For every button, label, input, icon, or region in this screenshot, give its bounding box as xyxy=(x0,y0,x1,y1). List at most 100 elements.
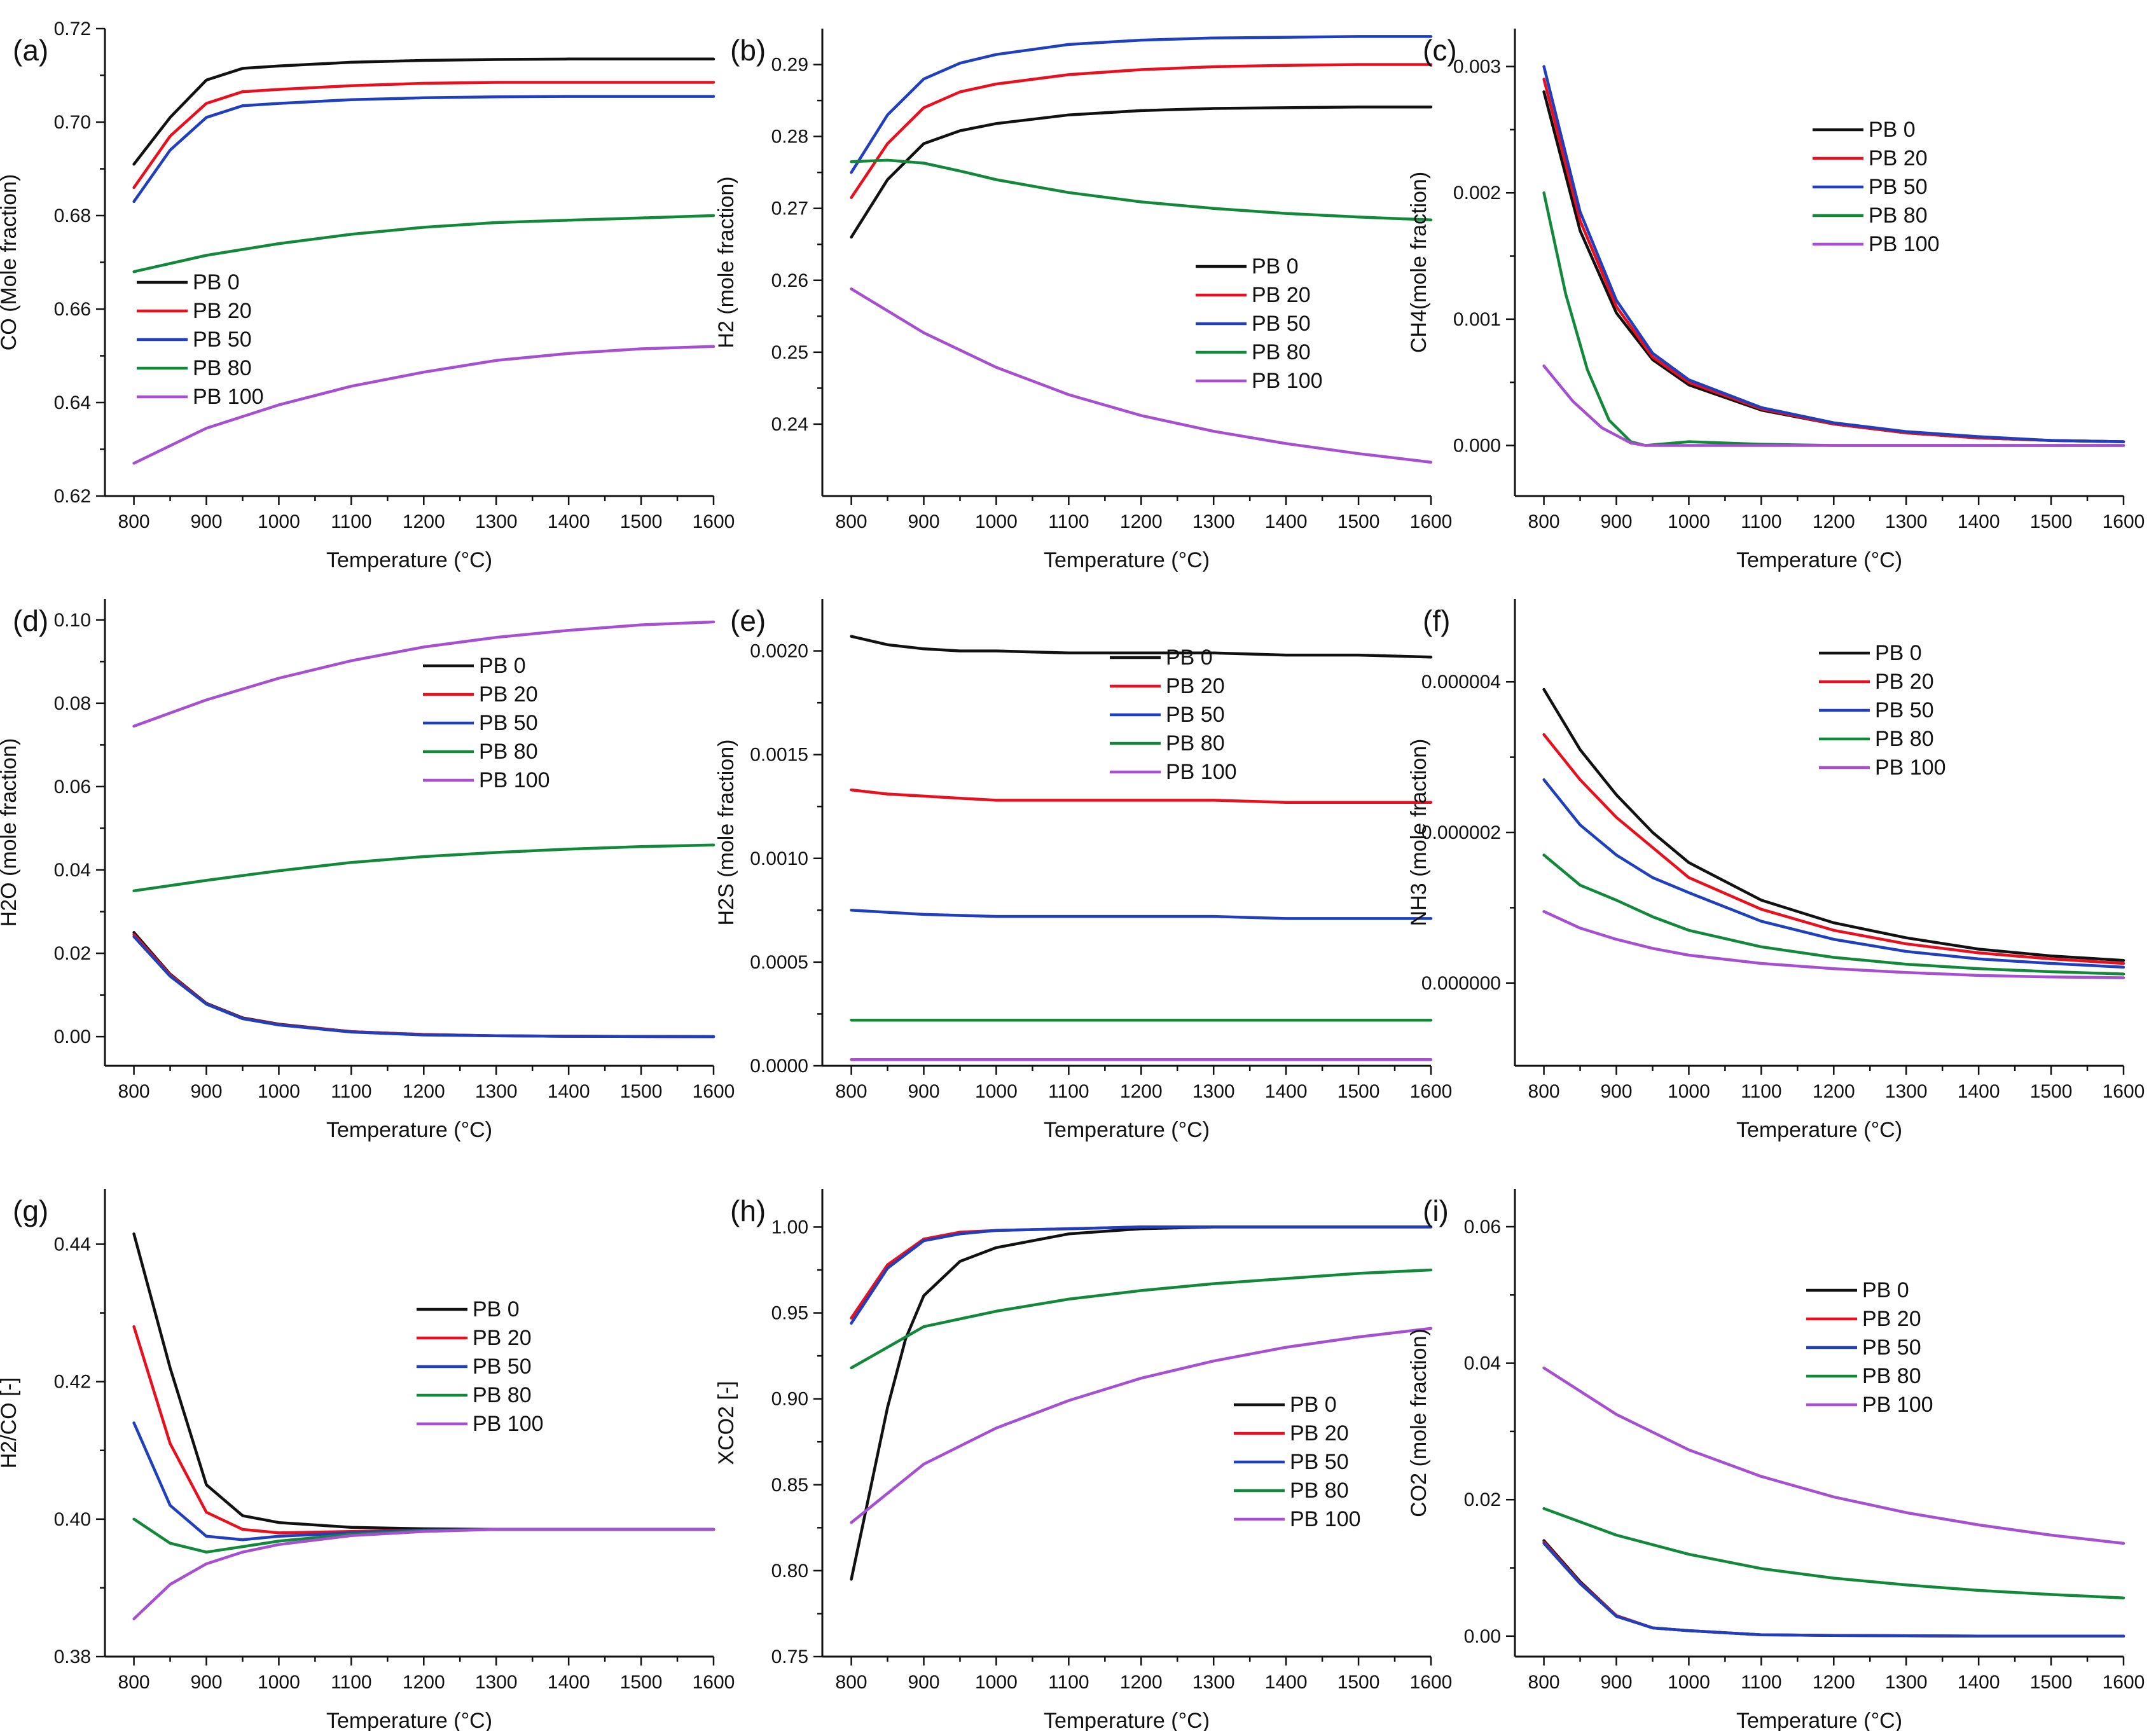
x-tick-label: 1200 xyxy=(1120,511,1163,532)
legend-label-pb-80: PB 80 xyxy=(1862,1364,1921,1388)
series-line-pb-50 xyxy=(132,95,715,203)
y-tick-label: 0.06 xyxy=(1464,1217,1501,1238)
legend-label-pb-0: PB 0 xyxy=(1862,1278,1909,1302)
x-tick-label: 1600 xyxy=(1410,511,1453,532)
series-line-pb-20 xyxy=(132,933,715,1038)
x-tick-label: 1200 xyxy=(1813,1672,1855,1693)
series-line-pb-100 xyxy=(132,620,715,728)
x-tick-label: 800 xyxy=(836,1081,867,1102)
legend-label-pb-100: PB 100 xyxy=(1869,232,1940,256)
chart-panel: 800 900 1000 1100 1200 1300 1400 1500 1600 0.38 0.… xyxy=(0,1189,735,1731)
y-tick-label: 0.000004 xyxy=(1421,672,1501,693)
x-axis-title: Temperature (°C) xyxy=(326,1709,492,1731)
chart-panel: 800 900 1000 1100 1200 1300 1400 1500 1600 0.00 0.… xyxy=(0,599,735,1142)
legend-label-pb-50: PB 50 xyxy=(1252,312,1311,336)
series-line-pb-0 xyxy=(132,57,715,166)
y-tick-label: 0.24 xyxy=(771,414,808,435)
series-line-pb-80 xyxy=(850,158,1433,222)
y-tick-label: 0.62 xyxy=(54,486,91,507)
panel-label: (b) xyxy=(730,34,766,67)
legend-label-pb-50: PB 50 xyxy=(1862,1335,1921,1360)
series-line-pb-100 xyxy=(850,1327,1433,1524)
x-tick-label: 1600 xyxy=(2103,1081,2145,1102)
legend-label-pb-0: PB 0 xyxy=(193,270,240,294)
legend-label-pb-20: PB 20 xyxy=(473,1326,532,1350)
legend-label-pb-20: PB 20 xyxy=(193,299,252,323)
x-tick-label: 1500 xyxy=(2030,1081,2073,1102)
y-tick-label: 0.00 xyxy=(54,1026,91,1047)
chart-panel: 800 900 1000 1100 1200 1300 1400 1500 1600 0.0000… xyxy=(1407,599,2145,1142)
legend-label-pb-50: PB 50 xyxy=(1290,1450,1349,1474)
x-tick-label: 1600 xyxy=(2103,1672,2145,1693)
series-line-pb-20 xyxy=(1542,78,2125,443)
x-tick-label: 900 xyxy=(190,1081,222,1102)
series-line-pb-20 xyxy=(132,81,715,190)
series-line-pb-100 xyxy=(1542,910,2125,979)
x-tick-label: 1100 xyxy=(1741,511,1782,532)
y-tick-label: 0.68 xyxy=(54,205,91,226)
y-tick-label: 0.66 xyxy=(54,299,91,320)
legend-label-pb-100: PB 100 xyxy=(1862,1393,1933,1417)
x-tick-label: 1400 xyxy=(548,1081,590,1102)
x-tick-label: 1400 xyxy=(1958,1081,2000,1102)
legend-label-pb-50: PB 50 xyxy=(193,328,252,352)
x-tick-label: 1200 xyxy=(403,1672,445,1693)
chart-panel: 800 900 1000 1100 1200 1300 1400 1500 1600 0.00 0.… xyxy=(1407,1189,2145,1731)
x-tick-label: 900 xyxy=(908,1081,939,1102)
x-axis-title: Temperature (°C) xyxy=(1044,1709,1210,1731)
x-tick-label: 1000 xyxy=(975,511,1018,532)
legend-label-pb-20: PB 20 xyxy=(1252,283,1311,307)
series-line-pb-0 xyxy=(1542,687,2125,962)
x-tick-label: 1400 xyxy=(1958,1672,2000,1693)
x-tick-label: 900 xyxy=(190,1672,222,1693)
x-tick-label: 1000 xyxy=(975,1672,1018,1693)
x-axis-title: Temperature (°C) xyxy=(1044,548,1210,572)
legend-label-pb-50: PB 50 xyxy=(1875,698,1934,722)
legend-label-pb-100: PB 100 xyxy=(479,768,550,792)
x-axis-title: Temperature (°C) xyxy=(1736,548,1902,572)
x-tick-label: 1500 xyxy=(620,511,663,532)
x-tick-label: 1300 xyxy=(475,1081,518,1102)
x-tick-label: 1200 xyxy=(403,1081,445,1102)
y-axis-title: XCO2 [-] xyxy=(714,1381,738,1465)
x-tick-label: 800 xyxy=(836,511,867,532)
series-line-pb-100 xyxy=(1542,364,2125,447)
x-tick-label: 1300 xyxy=(1192,511,1235,532)
series-line-pb-0 xyxy=(850,106,1433,239)
x-tick-label: 800 xyxy=(118,1672,150,1693)
y-tick-label: 0.0015 xyxy=(750,745,808,766)
x-tick-label: 1600 xyxy=(1410,1672,1453,1693)
series-line-pb-80 xyxy=(132,214,715,273)
x-tick-label: 1100 xyxy=(331,511,372,532)
legend-label-pb-0: PB 0 xyxy=(479,654,526,678)
series-line-pb-20 xyxy=(132,1325,715,1534)
panel-label: (i) xyxy=(1423,1194,1449,1227)
x-tick-label: 1300 xyxy=(475,1672,518,1693)
series-line-pb-20 xyxy=(850,1225,1433,1320)
series-line-pb-100 xyxy=(132,1528,715,1620)
legend-label-pb-0: PB 0 xyxy=(473,1297,520,1321)
series-line-pb-50 xyxy=(1542,778,2125,969)
y-tick-label: 0.85 xyxy=(771,1475,808,1496)
x-tick-label: 1100 xyxy=(1048,511,1089,532)
x-tick-label: 800 xyxy=(1528,511,1560,532)
y-tick-label: 0.28 xyxy=(771,127,808,148)
series-line-pb-80 xyxy=(1542,853,2125,976)
y-tick-label: 0.29 xyxy=(771,55,808,76)
series-line-pb-80 xyxy=(850,1268,1433,1370)
legend-label-pb-80: PB 80 xyxy=(1166,731,1225,755)
x-tick-label: 1600 xyxy=(1410,1081,1453,1102)
x-tick-label: 1200 xyxy=(1813,511,1855,532)
y-tick-label: 0.72 xyxy=(54,18,91,39)
x-tick-label: 800 xyxy=(118,511,150,532)
y-tick-label: 0.95 xyxy=(771,1303,808,1324)
legend-label-pb-100: PB 100 xyxy=(1875,755,1946,780)
y-tick-label: 0.04 xyxy=(54,860,91,881)
legend-label-pb-80: PB 80 xyxy=(479,740,538,764)
x-tick-label: 1400 xyxy=(1265,1081,1308,1102)
series-line-pb-0 xyxy=(132,1232,715,1531)
x-tick-label: 1600 xyxy=(2103,511,2145,532)
x-tick-label: 900 xyxy=(908,511,939,532)
y-axis-title: H2S (mole fraction) xyxy=(714,740,738,926)
y-tick-label: 0.003 xyxy=(1453,57,1501,78)
